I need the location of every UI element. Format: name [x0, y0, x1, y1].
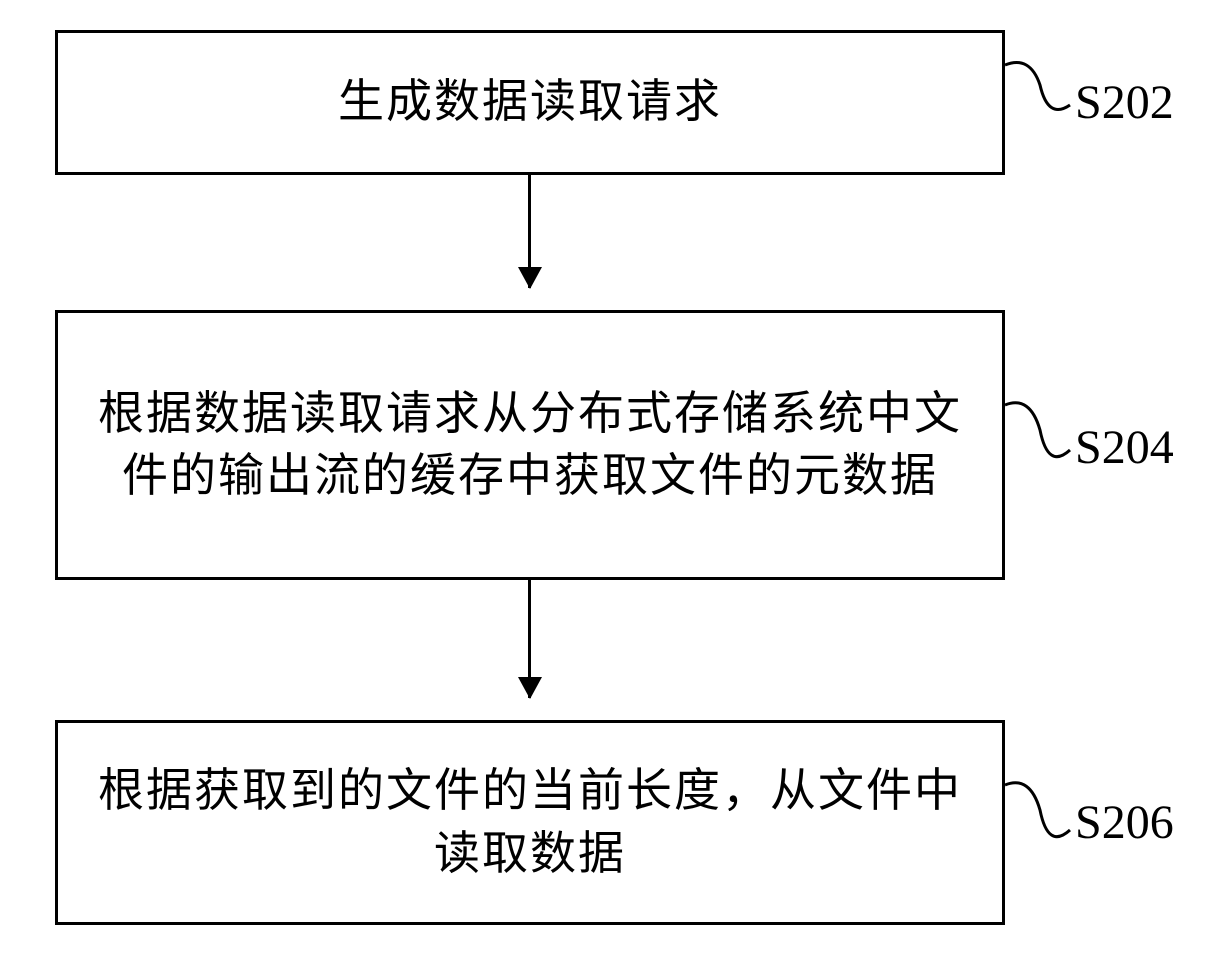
step-2-label: S204 [1075, 420, 1174, 475]
step-1-label: S202 [1075, 75, 1174, 130]
arrow-2-to-3 [528, 580, 531, 698]
step-2-text: 根据数据读取请求从分布式存储系统中文件的输出流的缓存中获取文件的元数据 [88, 383, 972, 507]
flowchart-container: 生成数据读取请求 S202 根据数据读取请求从分布式存储系统中文件的输出流的缓存… [0, 0, 1225, 961]
arrow-1-to-2 [528, 175, 531, 288]
step-1-text: 生成数据读取请求 [338, 71, 722, 133]
flowchart-step-1: 生成数据读取请求 [55, 30, 1005, 175]
flowchart-step-3: 根据获取到的文件的当前长度，从文件中读取数据 [55, 720, 1005, 925]
flowchart-step-2: 根据数据读取请求从分布式存储系统中文件的输出流的缓存中获取文件的元数据 [55, 310, 1005, 580]
step-3-label: S206 [1075, 795, 1174, 850]
step-3-text: 根据获取到的文件的当前长度，从文件中读取数据 [88, 760, 972, 884]
